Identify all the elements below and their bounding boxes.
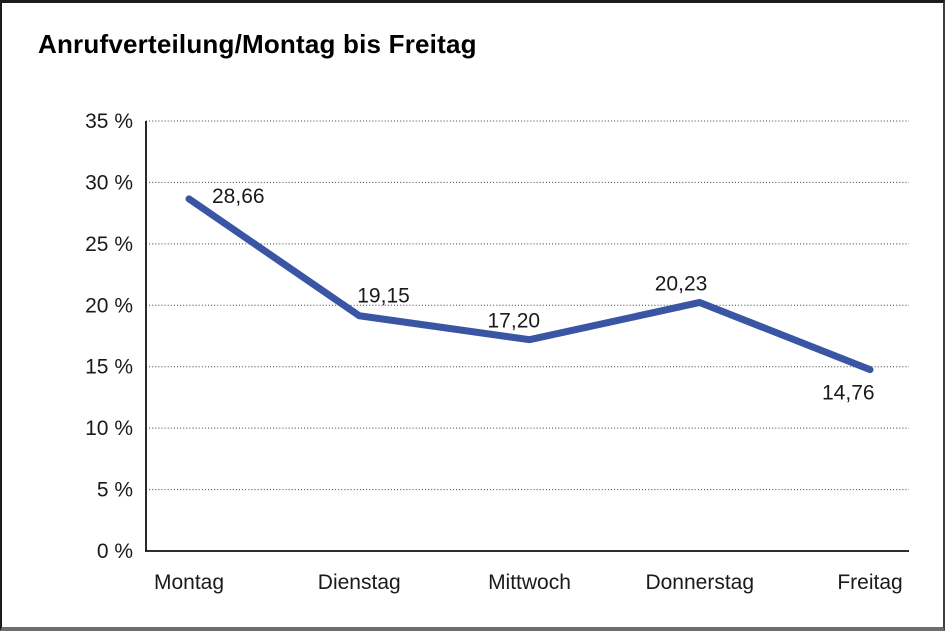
y-tick-label: 10 % xyxy=(85,417,133,440)
data-point-label: 17,20 xyxy=(488,310,541,333)
x-tick-label: Montag xyxy=(154,571,224,594)
y-tick-label: 15 % xyxy=(85,356,133,379)
x-tick-label: Freitag xyxy=(837,571,902,594)
data-line xyxy=(185,195,874,374)
y-tick-label: 25 % xyxy=(85,233,133,256)
data-point-label: 20,23 xyxy=(655,272,708,295)
y-tick-label: 35 % xyxy=(85,110,133,133)
y-tick-label: 0 % xyxy=(97,540,133,563)
data-point-label: 19,15 xyxy=(357,285,410,308)
data-point-label: 14,76 xyxy=(822,382,875,405)
y-tick-label: 20 % xyxy=(85,294,133,317)
chart-title: Anrufverteilung/Montag bis Freitag xyxy=(38,29,477,59)
x-tick-label: Dienstag xyxy=(318,571,401,594)
x-tick-label: Mittwoch xyxy=(488,571,571,594)
line-chart-plot: 0 % 5 % 10 % 15 % 20 % 25 % 30 % 35 % Montag Dien… xyxy=(85,110,909,594)
y-tick-label: 30 % xyxy=(85,171,133,194)
data-point-label: 28,66 xyxy=(212,185,265,208)
y-tick-label: 5 % xyxy=(97,479,133,502)
x-tick-label: Donnerstag xyxy=(645,571,754,594)
